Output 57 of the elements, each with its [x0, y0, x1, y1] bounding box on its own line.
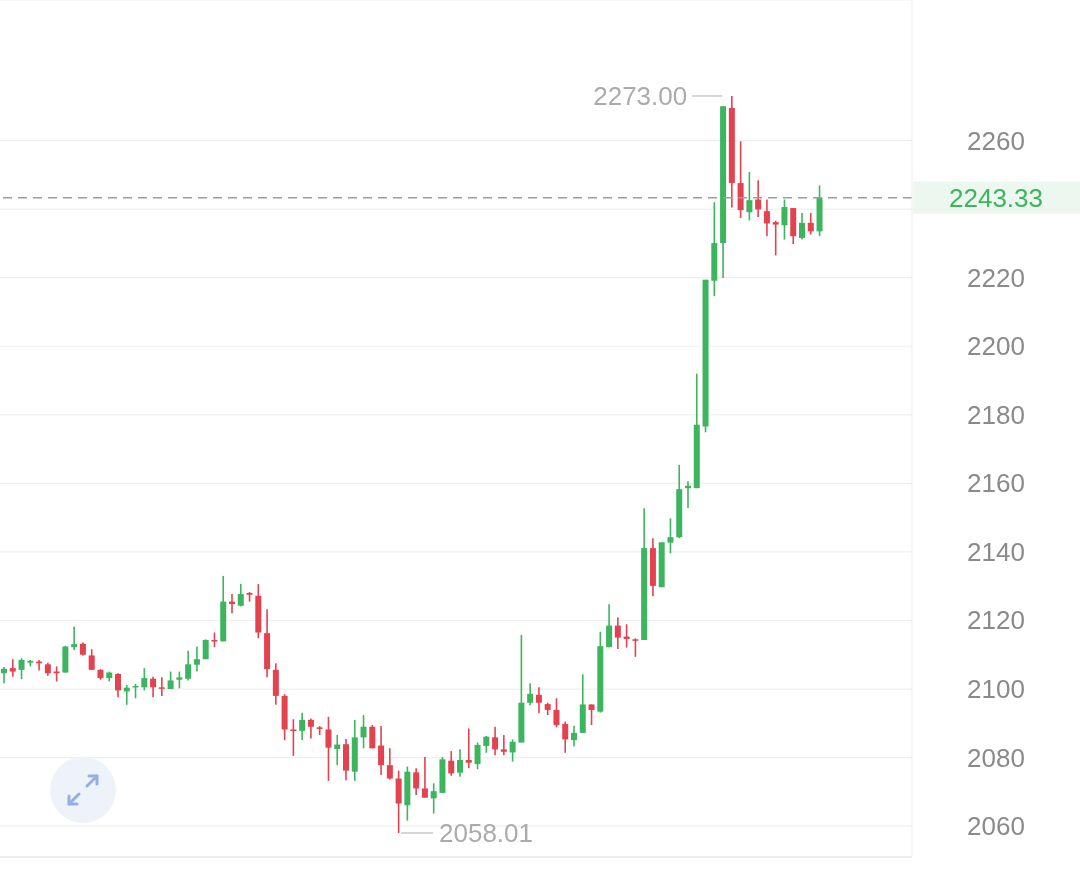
candlestick: [430, 782, 437, 815]
candlestick: [150, 675, 157, 699]
candlestick: [667, 517, 674, 555]
candlestick: [474, 741, 481, 771]
y-tick-label: 2220: [967, 262, 1025, 293]
candlestick: [448, 750, 455, 777]
candlestick: [755, 179, 762, 218]
candlestick: [18, 657, 25, 680]
candlestick: [115, 672, 121, 699]
candlestick: [807, 212, 814, 236]
y-tick-label: 2100: [967, 674, 1025, 705]
ref-line-label: 2243.33: [949, 182, 1043, 213]
candlestick: [500, 734, 507, 756]
candlestick: [158, 676, 165, 697]
candlestick: [307, 717, 314, 740]
y-tick-label: 2140: [967, 536, 1025, 567]
candlestick: [614, 616, 621, 650]
candlestick: [421, 756, 428, 799]
candlestick: [141, 667, 148, 692]
y-tick-label: 2060: [967, 811, 1025, 842]
candlestick: [193, 645, 200, 673]
candlestick: [290, 718, 297, 757]
candlestick: [606, 603, 613, 649]
annotation: 2273.00: [593, 80, 688, 111]
y-tick-label: 2120: [967, 605, 1025, 636]
candlestick: [492, 725, 499, 756]
candlestick: [763, 198, 770, 237]
y-tick-label: 2200: [967, 331, 1025, 362]
candlestick: [772, 219, 779, 257]
annotation: 2058.01: [439, 817, 533, 848]
candlestick: [509, 738, 516, 763]
candlestick: [799, 212, 805, 241]
candlestick: [325, 715, 332, 782]
candlestick: [527, 682, 534, 706]
candlestick: [185, 649, 192, 682]
candlestick: [781, 198, 788, 241]
candlestick: [553, 697, 560, 729]
candlestick: [378, 725, 385, 776]
candlestick: [9, 658, 16, 678]
candlestick: [457, 748, 463, 778]
candlestick: [588, 703, 595, 726]
candlestick: [88, 648, 95, 671]
candlestick: [299, 711, 306, 741]
candlestick: [71, 625, 78, 651]
candlestick: [413, 767, 420, 796]
candlestick: [746, 171, 753, 222]
candlestick: [562, 720, 569, 754]
candlestick: [386, 747, 393, 781]
candlestick: [571, 724, 577, 748]
candlestick: [535, 686, 542, 715]
candlestick: [360, 714, 367, 750]
candlestick: [465, 727, 472, 770]
y-tick-label: 2160: [967, 468, 1025, 499]
y-tick-label: 2180: [967, 399, 1025, 430]
y-tick-label: 2260: [967, 125, 1025, 156]
y-tick-label: 2080: [967, 742, 1025, 773]
candlestick: [632, 637, 639, 658]
